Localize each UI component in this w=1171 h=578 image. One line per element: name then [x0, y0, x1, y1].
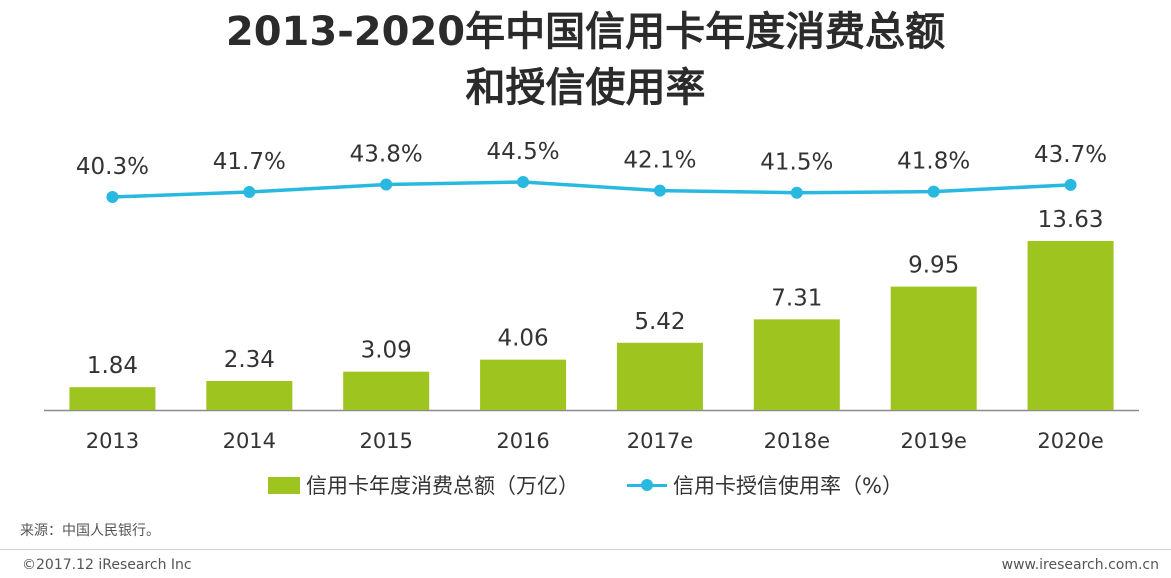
bar-label-2013: 1.84 — [87, 353, 138, 379]
x-tick-label-2016: 2016 — [496, 429, 549, 453]
x-tick-label-2013: 2013 — [86, 429, 139, 453]
legend-item-spending: 信用卡年度消费总额（万亿） — [268, 470, 579, 500]
bar-2015 — [343, 371, 430, 410]
chart-title: 2013-2020年中国信用卡年度消费总额 和授信使用率 — [0, 4, 1171, 116]
bar-2017e — [616, 342, 703, 410]
x-tick-label-2015: 2015 — [359, 429, 412, 453]
bar-2020e — [1027, 240, 1114, 410]
line-label-2020e: 43.7% — [1034, 142, 1107, 168]
line-label-2015: 43.8% — [350, 142, 423, 168]
line-label-2017e: 42.1% — [623, 148, 696, 174]
line-point-2013 — [106, 191, 119, 203]
footer-copyright: ©2017.12 iResearch Inc — [22, 557, 192, 573]
bar-label-2018e: 7.31 — [771, 285, 822, 311]
legend-label-utilization: 信用卡授信使用率（%） — [673, 474, 903, 498]
utilization-line — [112, 180, 1071, 199]
line-label-2016: 44.5% — [487, 139, 560, 165]
bar-2016 — [480, 359, 567, 410]
bar-label-2015: 3.09 — [361, 338, 412, 364]
bar-2019e — [890, 286, 977, 410]
chart-title-line-2: 和授信使用率 — [465, 65, 706, 111]
legend-bar-swatch — [268, 476, 301, 494]
line-point-2019e — [927, 185, 940, 198]
line-point-2016 — [517, 176, 530, 188]
x-tick-label-2017e: 2017e — [627, 429, 693, 453]
line-point-2018e — [790, 186, 803, 199]
x-tick-label-2014: 2014 — [223, 429, 276, 453]
line-label-2019e: 41.8% — [897, 149, 970, 175]
chart-legend: 信用卡年度消费总额（万亿） 信用卡授信使用率（%） — [0, 470, 1171, 500]
line-point-2020e — [1064, 178, 1077, 191]
line-label-2013: 40.3% — [76, 154, 149, 180]
line-point-2015 — [380, 178, 393, 191]
bar-label-2014: 2.34 — [224, 347, 275, 373]
legend-item-utilization: 信用卡授信使用率（%） — [627, 470, 903, 500]
x-tick-label-2019e: 2019e — [901, 429, 967, 453]
line-point-2017e — [653, 184, 666, 197]
bar-label-2019e: 9.95 — [908, 253, 959, 279]
bar-label-2017e: 5.42 — [634, 309, 685, 335]
chart-plot: 1.84 2013 2.34 2014 3.09 2015 4.06 2016 5.42 2017… — [44, 139, 1139, 453]
line-point-2014 — [243, 186, 256, 198]
line-label-2018e: 41.5% — [760, 150, 833, 176]
bar-label-2016: 4.06 — [497, 326, 548, 352]
line-label-2014: 41.7% — [213, 149, 286, 175]
legend-line-swatch — [627, 477, 668, 494]
x-tick-label-2020e: 2020e — [1037, 429, 1103, 453]
x-tick-label-2018e: 2018e — [764, 429, 830, 453]
footer-website: www.iresearch.com.cn — [1001, 557, 1159, 573]
bar-label-2020e: 13.63 — [1038, 207, 1104, 233]
footer-divider — [0, 549, 1171, 550]
bar-2018e — [753, 319, 840, 410]
chart-title-line-1: 2013-2020年中国信用卡年度消费总额 — [225, 9, 946, 55]
bar-2013 — [69, 387, 156, 410]
legend-label-spending: 信用卡年度消费总额（万亿） — [306, 474, 580, 498]
source-note: 来源：中国人民银行。 — [20, 523, 160, 539]
bar-2014 — [206, 380, 293, 410]
